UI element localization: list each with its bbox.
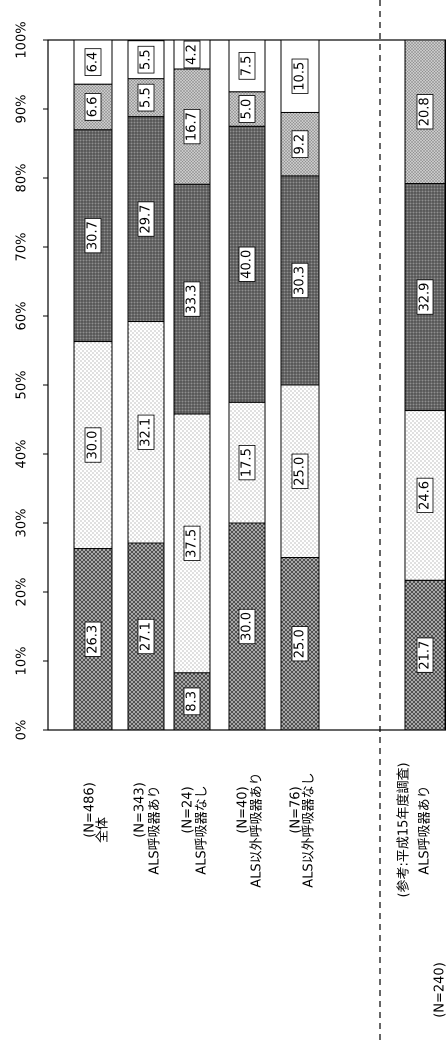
category-label: ALS呼吸器なし <box>195 785 210 874</box>
data-label-box <box>291 262 309 299</box>
data-label-box <box>238 608 256 645</box>
data-label: 32.1 <box>139 418 154 447</box>
data-label-box <box>238 246 256 282</box>
category-label: ALS以外呼吸器あり <box>250 772 265 887</box>
data-label: 30.0 <box>86 431 101 460</box>
category-label: ALS呼吸器あり <box>418 785 433 874</box>
data-label: 30.7 <box>86 221 101 250</box>
bar-segment <box>404 410 446 581</box>
data-label-box <box>416 279 434 315</box>
axis-tick-label: 30% <box>15 509 30 538</box>
data-label: 37.5 <box>185 529 200 558</box>
category-n-label: (N=240) <box>433 962 446 1018</box>
data-label-box <box>291 626 309 662</box>
data-label-box <box>183 281 201 317</box>
data-label: 30.3 <box>293 266 308 295</box>
data-label: 30.0 <box>240 612 255 641</box>
data-label-box <box>183 108 201 145</box>
data-label-box <box>238 445 256 481</box>
data-label: 20.8 <box>418 97 433 126</box>
category-label: ALS以外呼吸器なし <box>302 772 317 887</box>
data-label: 27.1 <box>139 622 154 651</box>
data-label: 25.0 <box>293 629 308 658</box>
axis-tick-label: 60% <box>15 302 30 331</box>
category-n-label: (N=40) <box>236 786 251 833</box>
data-label: 10.5 <box>293 62 308 91</box>
data-label-box <box>416 477 434 514</box>
axis-tick-label: 70% <box>15 233 30 262</box>
data-label: 25.0 <box>293 457 308 486</box>
data-label: 21.7 <box>418 641 433 670</box>
axis-tick-label: 50% <box>15 371 30 400</box>
data-label-box <box>137 201 155 237</box>
data-label-box <box>416 637 434 673</box>
bar-group: 30.0 17.5 40.0 5.0 7.5 <box>228 39 266 731</box>
data-label-box <box>84 93 102 121</box>
axis-tick-label: 80% <box>15 164 30 193</box>
data-label: 9.2 <box>293 134 308 155</box>
data-label: 16.7 <box>185 112 200 141</box>
category-n-label: (N=486) <box>83 782 98 838</box>
data-label-box <box>137 45 155 74</box>
data-label: 8.3 <box>185 691 200 712</box>
data-label-box <box>137 414 155 450</box>
data-label-box <box>84 621 102 657</box>
axis-layer: 0% 10% 20% 30% 40% 50% 60% 70% 80% 90% 100% <box>15 0 446 1042</box>
data-label-box <box>416 94 434 130</box>
category-n-label: (N=343) <box>133 782 148 838</box>
data-label: 4.2 <box>185 44 200 65</box>
data-label: 7.5 <box>240 56 255 77</box>
data-label-box <box>291 58 309 94</box>
data-label: 24.6 <box>418 481 433 510</box>
axis-tick-label: 20% <box>15 578 30 607</box>
category-label: ALS呼吸器あり <box>148 785 163 874</box>
axis-tick-label: 90% <box>15 95 30 124</box>
bar-group: 26.3 30.0 30.7 6.6 6.4 <box>73 39 113 731</box>
data-label: 17.5 <box>240 448 255 477</box>
category-label: 全体 <box>95 817 111 843</box>
data-label-box <box>291 130 309 158</box>
axis-tick-label: 10% <box>15 647 30 676</box>
data-label-box <box>84 427 102 463</box>
bar-segment <box>173 672 211 731</box>
data-label-box <box>183 40 201 69</box>
data-label: 26.3 <box>86 625 101 654</box>
data-label: 6.4 <box>86 52 101 73</box>
axis-tick-label: 100% <box>15 21 30 58</box>
bar-group: 25.0 25.0 30.3 9.2 10.5 <box>280 39 320 731</box>
data-label-box <box>84 218 102 254</box>
data-label-box <box>84 48 102 76</box>
data-label: 40.0 <box>240 250 255 279</box>
category-n-label: (N=76) <box>289 786 304 833</box>
category-labels-layer: 全体(N=486) ALS呼吸器あり(N=343) ALS呼吸器なし(N=24) AL… <box>83 762 446 1017</box>
data-label-box <box>137 83 155 112</box>
bar-group: 27.1 32.1 29.7 5.5 5.5 <box>127 40 165 731</box>
category-label: (参考:平成15年度調査) <box>396 762 412 897</box>
data-label: 5.0 <box>240 99 255 120</box>
bar-group: 8.3 37.5 33.3 16.7 4.2 <box>173 39 211 731</box>
data-label: 33.3 <box>185 285 200 314</box>
data-label: 29.7 <box>139 205 154 234</box>
category-n-label: (N=24) <box>181 786 196 833</box>
axis-tick-label: 0% <box>15 720 30 741</box>
bar-group: 21.7 24.6 32.9 20.8 <box>404 39 446 731</box>
bars-layer: 26.3 30.0 30.7 6.6 6.4 27.1 32.1 29.7 5.5 5.5 8.3 3… <box>73 39 446 731</box>
data-label-box <box>238 52 256 80</box>
data-label-box <box>137 618 155 655</box>
data-label-box <box>183 525 201 561</box>
data-label: 5.5 <box>139 87 154 108</box>
data-label: 32.9 <box>418 283 433 312</box>
axis-tick-label: 40% <box>15 440 30 469</box>
data-label-box <box>183 687 201 716</box>
data-label-box <box>291 453 309 489</box>
data-label: 5.5 <box>139 49 154 70</box>
data-label-box <box>238 95 256 123</box>
data-label: 6.6 <box>86 97 101 118</box>
